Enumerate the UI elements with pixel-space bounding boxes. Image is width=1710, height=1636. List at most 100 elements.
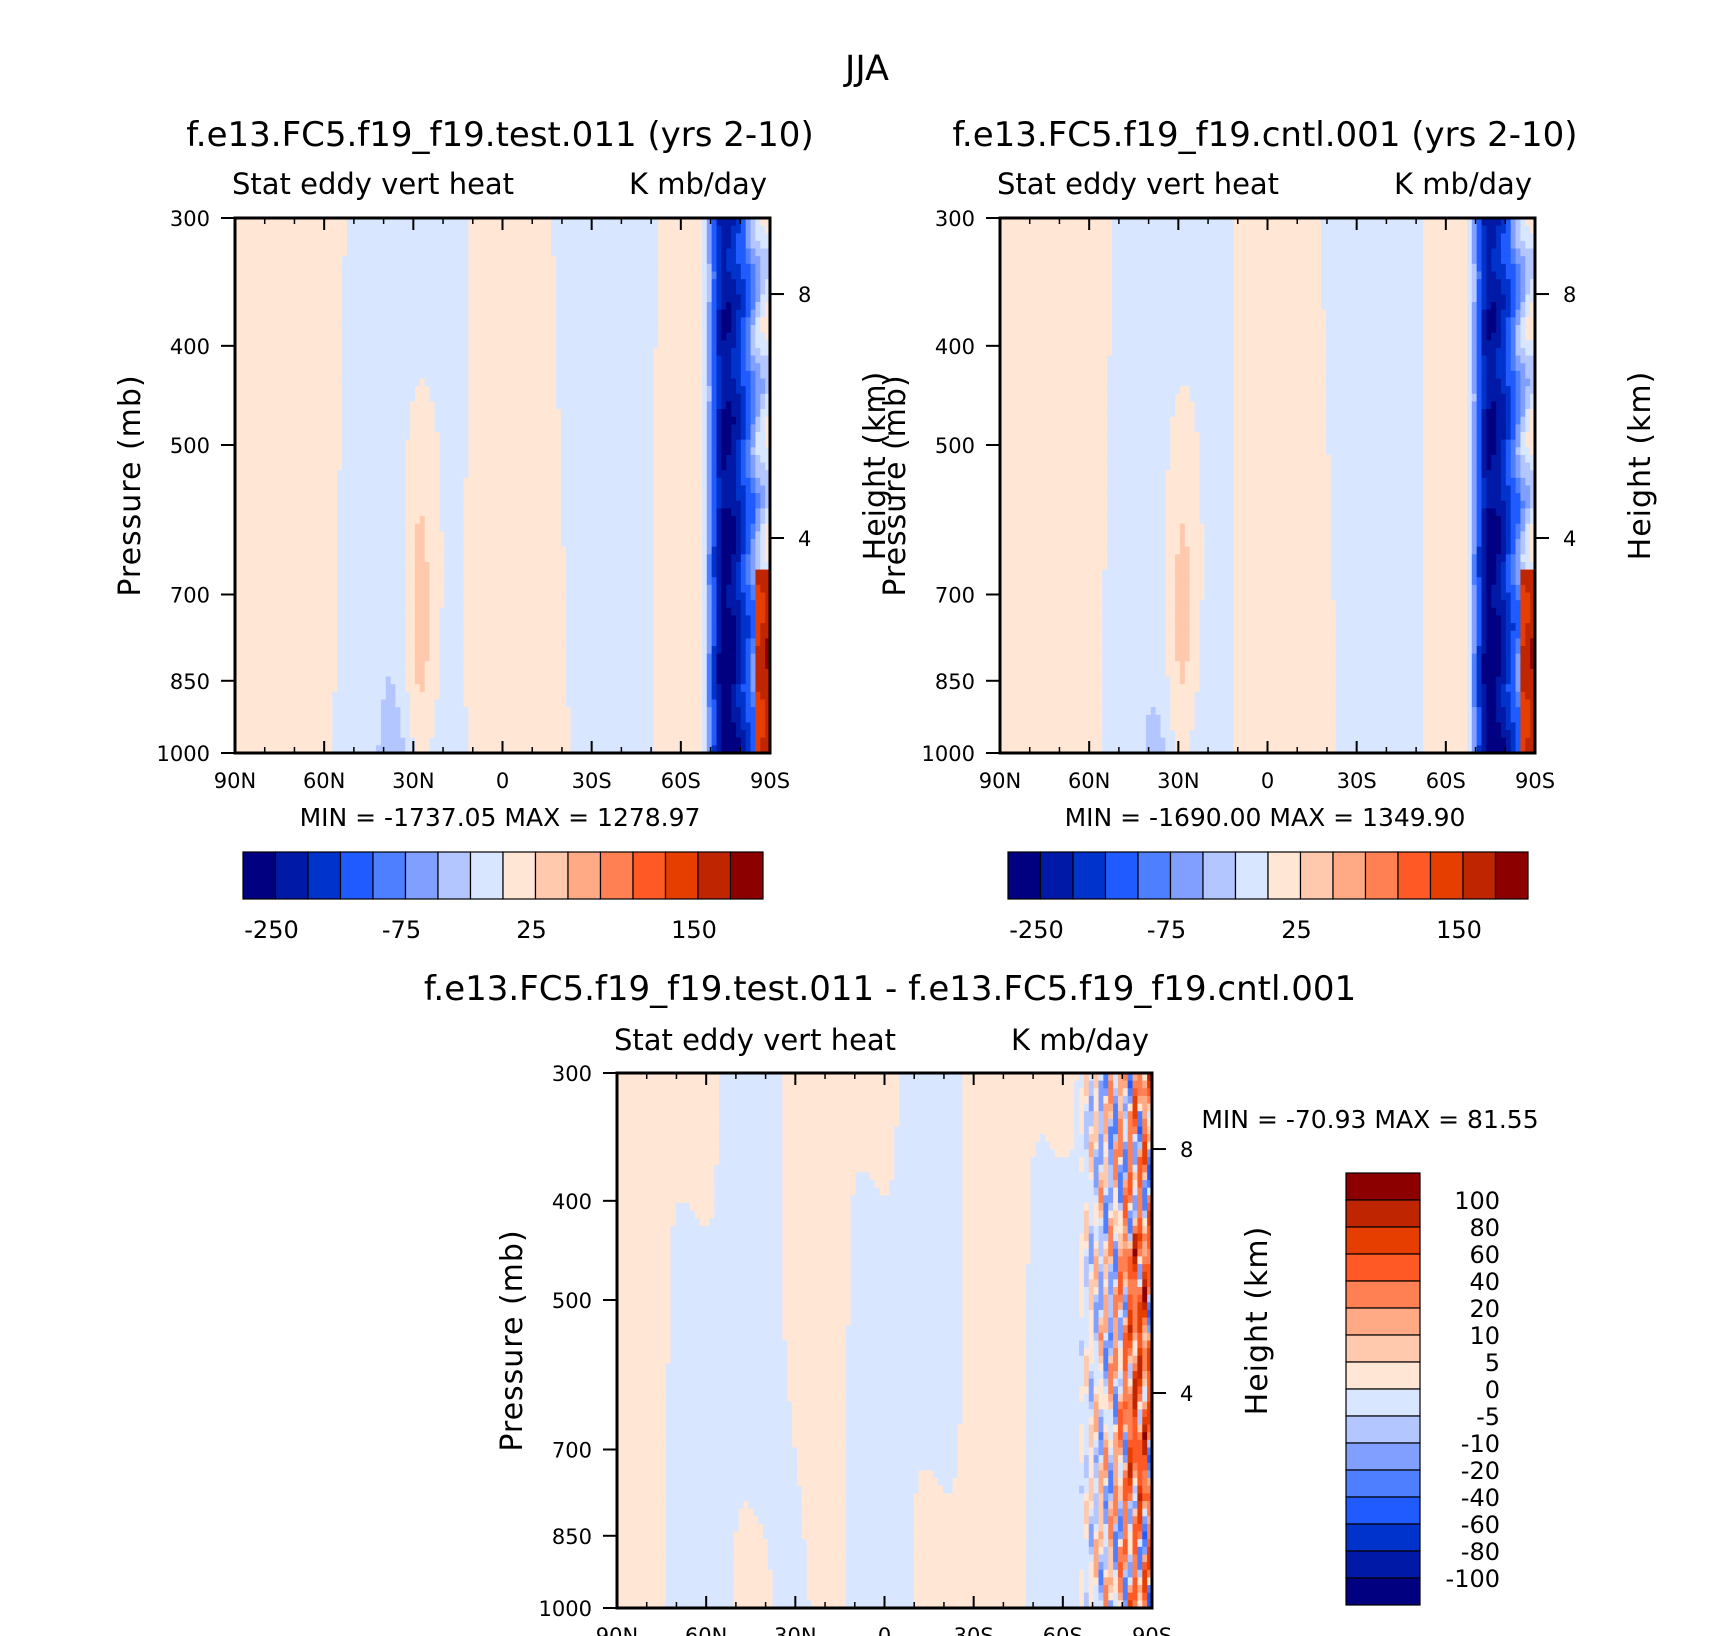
heatmap-cell <box>1083 1134 1090 1143</box>
heatmap-cell <box>735 378 742 387</box>
heatmap-cell <box>419 516 426 525</box>
heatmap-cell <box>617 1531 667 1540</box>
heatmap-cell <box>380 730 401 739</box>
heatmap-cell <box>721 248 727 257</box>
heatmap-cell <box>706 737 713 746</box>
heatmap-cell <box>1102 661 1166 670</box>
heatmap-cell <box>1122 1225 1129 1235</box>
heatmap-cell <box>1088 1401 1095 1410</box>
heatmap-cell <box>1103 1164 1109 1173</box>
heatmap-cell <box>1113 1187 1119 1196</box>
heatmap-cell <box>1476 279 1483 288</box>
heatmap-cell <box>1330 493 1424 502</box>
heatmap-cell <box>1108 1294 1114 1303</box>
heatmap-cell <box>1525 477 1536 487</box>
heatmap-cell <box>342 347 470 357</box>
heatmap-cell <box>962 1134 1041 1143</box>
heatmap-cell <box>1486 707 1497 716</box>
heatmap-cell <box>738 1508 754 1517</box>
heatmap-cell <box>1117 1195 1124 1204</box>
heatmap-cell <box>1142 1187 1148 1196</box>
heatmap-cell <box>1330 462 1424 471</box>
heatmap-cell <box>750 630 757 639</box>
heatmap-cell <box>1500 699 1512 708</box>
heatmap-cell <box>716 661 737 670</box>
heatmap-cell <box>750 424 757 433</box>
heatmap-cell <box>617 1478 667 1487</box>
heatmap-cell <box>1471 508 1478 517</box>
heatmap-cell <box>1117 1432 1124 1441</box>
heatmap-cell <box>565 623 654 632</box>
heatmap-cell <box>665 1485 803 1494</box>
heatmap-cell <box>721 554 732 563</box>
heatmap-cell <box>235 684 338 693</box>
colorbar-label: 20 <box>1469 1295 1500 1323</box>
heatmap-cell <box>740 584 752 594</box>
heatmap-cell <box>745 493 757 502</box>
heatmap-cell <box>235 676 338 685</box>
colorbar-swatch <box>1345 1415 1421 1444</box>
heatmap-cell <box>1108 1371 1114 1380</box>
heatmap-cell <box>1204 561 1235 571</box>
heatmap-cell <box>1122 1180 1129 1189</box>
heatmap-cell <box>1175 584 1191 594</box>
heatmap-cell <box>1093 1439 1100 1449</box>
heatmap-cell <box>711 539 718 548</box>
heatmap-cell <box>1122 1531 1129 1540</box>
heatmap-cell <box>1117 1103 1124 1112</box>
heatmap-cell <box>1184 668 1201 678</box>
heatmap-cell <box>1335 646 1424 655</box>
heatmap-cell <box>1510 737 1517 746</box>
heatmap-cell <box>755 302 761 311</box>
heatmap-cell <box>1083 1141 1090 1151</box>
heatmap-cell <box>1025 1569 1080 1579</box>
heatmap-cell <box>711 248 718 257</box>
heatmap-cell <box>755 569 771 578</box>
heatmap-cell <box>1147 1348 1153 1357</box>
heatmap-cell <box>1510 615 1522 624</box>
heatmap-cell <box>735 638 742 647</box>
heatmap-cell <box>1471 539 1478 548</box>
heatmap-cell <box>721 302 727 311</box>
heatmap-cell <box>918 1478 939 1487</box>
heatmap-cell <box>1423 730 1468 739</box>
heatmap-cell <box>1500 730 1512 739</box>
heatmap-cell <box>1102 569 1166 578</box>
heatmap-cell <box>1471 615 1478 624</box>
heatmap-cell <box>1127 1501 1134 1510</box>
heatmap-cell <box>1500 386 1512 395</box>
heatmap-cell <box>1127 1455 1134 1464</box>
heatmap-cell <box>1330 546 1424 555</box>
heatmap-cell <box>1170 424 1196 433</box>
heatmap-cell <box>1505 668 1512 678</box>
heatmap-cell <box>1510 539 1517 548</box>
heatmap-cell <box>1098 1271 1104 1280</box>
heatmap-cell <box>1147 1600 1153 1609</box>
colorbar-swatch <box>1299 851 1334 900</box>
heatmap-cell <box>1113 1134 1119 1143</box>
heatmap-cell <box>337 539 406 548</box>
heatmap-cell <box>1466 561 1473 571</box>
heatmap-cell <box>653 668 703 678</box>
heatmap-cell <box>760 630 771 639</box>
heatmap-cell <box>1335 730 1424 739</box>
heatmap-cell <box>1233 546 1332 555</box>
heatmap-cell <box>711 439 718 448</box>
heatmap-cell <box>1335 653 1424 662</box>
heatmap-cell <box>444 561 465 571</box>
heatmap-cell <box>721 386 737 395</box>
heatmap-cell <box>342 340 470 349</box>
heatmap-cell <box>1117 1600 1124 1609</box>
heatmap-cell <box>1113 1508 1119 1517</box>
heatmap-cell <box>755 592 766 601</box>
heatmap-cell <box>1122 1325 1129 1334</box>
heatmap-cell <box>551 218 659 227</box>
heatmap-cell <box>1520 493 1531 502</box>
heatmap-cell <box>711 730 718 739</box>
heatmap-cell <box>653 592 703 601</box>
heatmap-cell <box>1471 477 1478 487</box>
heatmap-cell <box>711 271 718 280</box>
heatmap-cell <box>1108 1546 1114 1556</box>
heatmap-cell <box>1515 409 1522 418</box>
heatmap-cell <box>850 1256 963 1265</box>
